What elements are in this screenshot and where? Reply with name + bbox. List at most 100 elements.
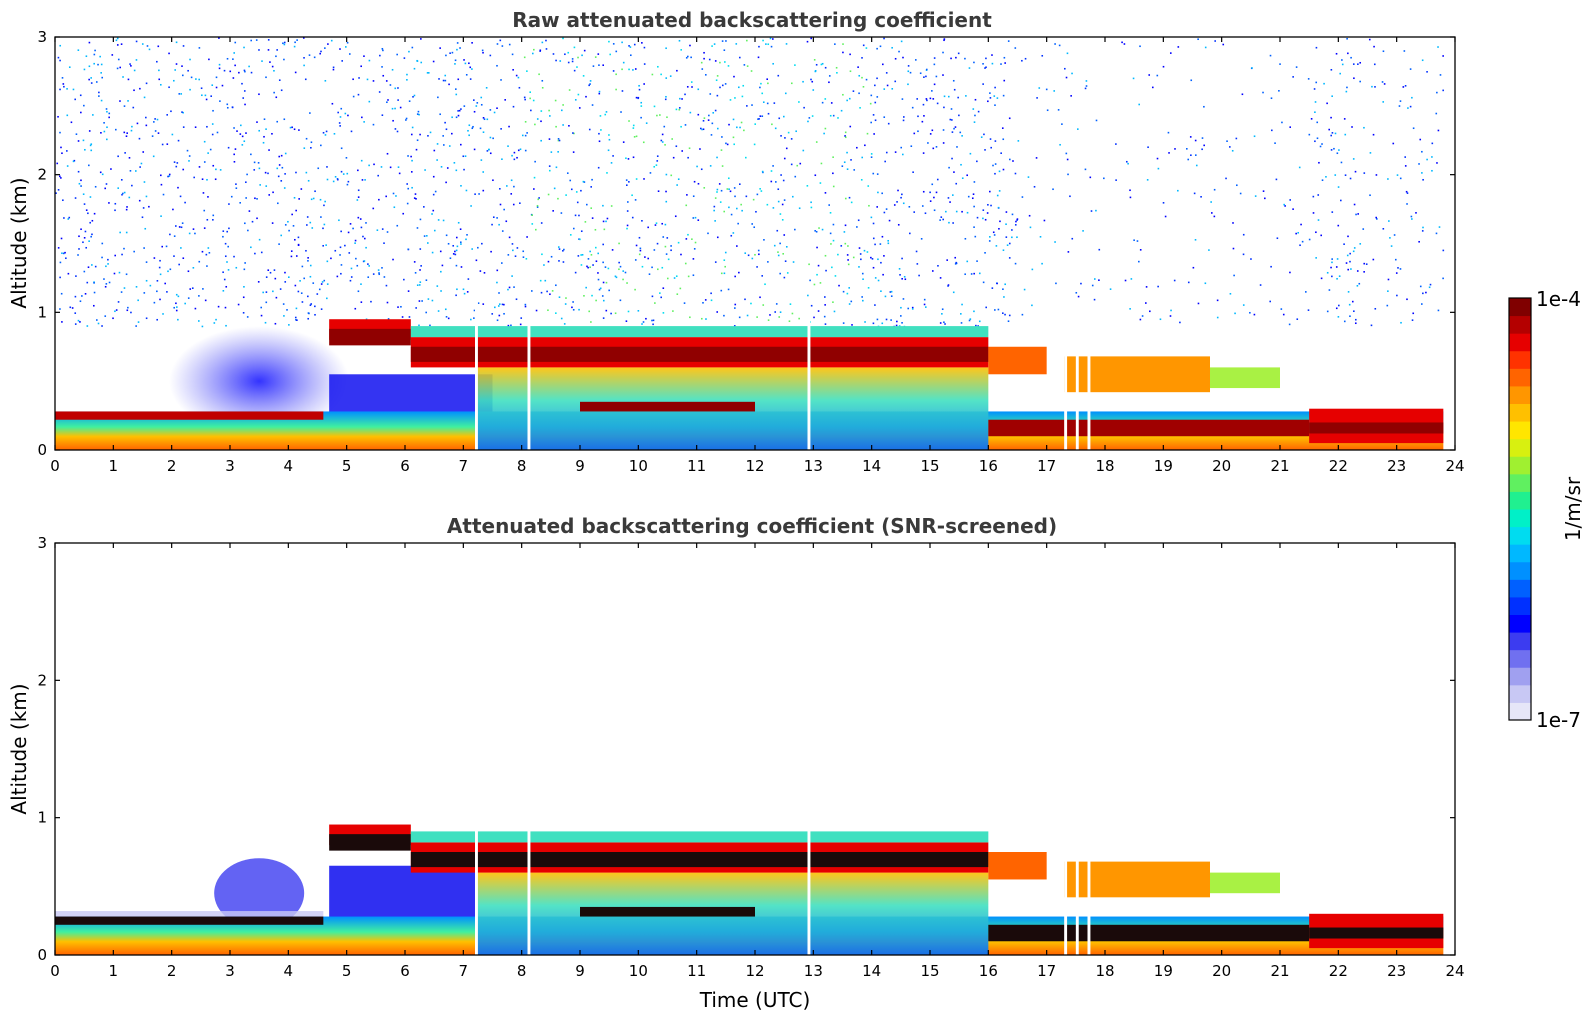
- x-tick-label: 13: [804, 962, 823, 980]
- blue-haze-block: [329, 865, 475, 921]
- y-tick-label: 0: [37, 946, 47, 964]
- data-gap: [1087, 803, 1091, 955]
- x-tick-label: 18: [1095, 457, 1114, 475]
- colorbar-band: [1509, 438, 1531, 457]
- x-tick-label: 11: [687, 962, 706, 980]
- colorbar-band: [1509, 667, 1531, 686]
- x-tick-label: 2: [167, 457, 177, 475]
- low-layer: [988, 924, 1310, 942]
- colorbar-band: [1509, 456, 1531, 475]
- elevated-layer-fringe: [410, 831, 989, 843]
- elevated-layer-core: [329, 834, 411, 851]
- noise-speckle: [55, 37, 1445, 328]
- low-layer: [988, 419, 1310, 437]
- x-tick-label: 4: [284, 962, 294, 980]
- blue-haze: [169, 326, 350, 437]
- x-tick-label: 21: [1270, 457, 1289, 475]
- x-tick-label: 17: [1037, 962, 1056, 980]
- y-tick-label: 0: [37, 441, 47, 459]
- x-tick-label: 11: [687, 457, 706, 475]
- colorbar-band: [1509, 579, 1531, 598]
- x-tick-label: 23: [1387, 457, 1406, 475]
- x-tick-label: 0: [50, 457, 60, 475]
- x-tick-label: 7: [459, 962, 469, 980]
- elevated-layer-core: [410, 346, 989, 362]
- panel-screened-plot-area: [55, 803, 1444, 955]
- early-boundary-layer: [55, 411, 324, 420]
- colorbar-max-label: 1e-4: [1536, 287, 1581, 311]
- panel-screened: Attenuated backscattering coefficient (S…: [7, 514, 1465, 1012]
- x-tick-label: 24: [1445, 962, 1464, 980]
- x-tick-label: 8: [517, 457, 527, 475]
- x-tick-label: 5: [342, 962, 352, 980]
- panel-screened-x-ticks: 0 1 2 3 4 5 6 7 8 9 10 11 12 13 14 15 16 17 18 19 20 21 22 23 24: [50, 543, 1465, 980]
- elevated-layer-core: [410, 852, 989, 868]
- x-tick-label: 15: [920, 962, 939, 980]
- night-layer-core: [1309, 422, 1444, 434]
- x-tick-label: 19: [1154, 457, 1173, 475]
- residual-layer: [1064, 861, 1210, 898]
- x-tick-label: 1: [109, 962, 119, 980]
- colorbar-band: [1509, 544, 1531, 563]
- colorbar-band: [1509, 702, 1531, 721]
- x-tick-label: 22: [1329, 457, 1348, 475]
- x-tick-label: 16: [979, 457, 998, 475]
- panel-screened-title: Attenuated backscattering coefficient (S…: [447, 514, 1057, 538]
- data-gap: [527, 803, 531, 955]
- colorbar-band: [1509, 632, 1531, 651]
- x-tick-label: 7: [459, 457, 469, 475]
- x-tick-label: 23: [1387, 962, 1406, 980]
- colorbar-band: [1509, 421, 1531, 440]
- x-tick-label: 9: [575, 962, 585, 980]
- data-gap: [1075, 803, 1079, 955]
- x-tick-label: 15: [920, 457, 939, 475]
- elevated-layer-fringe: [410, 326, 989, 338]
- data-gap: [1064, 298, 1068, 450]
- colorbar-band: [1509, 298, 1531, 317]
- elevated-layer-core: [329, 328, 411, 346]
- colorbar-band: [1509, 368, 1531, 387]
- x-tick-label: 14: [862, 457, 881, 475]
- x-tick-label: 10: [629, 457, 648, 475]
- y-tick-label: 3: [37, 28, 47, 46]
- data-gap: [807, 298, 811, 450]
- colorbar-band: [1509, 350, 1531, 369]
- x-tick-label: 4: [284, 457, 294, 475]
- data-gap: [1075, 298, 1079, 450]
- data-gap: [475, 298, 478, 450]
- panel-screened-y-ticks: 0 1 2 3: [37, 534, 1455, 964]
- colorbar-band: [1509, 561, 1531, 580]
- x-tick-label: 12: [745, 457, 764, 475]
- data-gap: [807, 803, 811, 955]
- colorbar-band: [1509, 596, 1531, 615]
- x-tick-label: 0: [50, 962, 60, 980]
- x-tick-label: 3: [225, 457, 235, 475]
- panel-raw-plot-area: [55, 37, 1445, 450]
- x-tick-label: 8: [517, 962, 527, 980]
- colorbar-band: [1509, 403, 1531, 422]
- panel-raw-ylabel: Altitude (km): [7, 177, 31, 308]
- colorbar-band: [1509, 614, 1531, 633]
- colorbar: 1e-4 1e-7 1/m/sr: [1508, 287, 1585, 732]
- y-tick-label: 2: [37, 671, 47, 689]
- x-tick-label: 10: [629, 962, 648, 980]
- colorbar-band: [1509, 526, 1531, 545]
- panel-raw: Raw attenuated backscattering coefficien…: [7, 8, 1465, 475]
- x-tick-label: 22: [1329, 962, 1348, 980]
- x-tick-label: 17: [1037, 457, 1056, 475]
- colorbar-bands: [1509, 298, 1531, 721]
- colorbar-frame: [1508, 297, 1532, 721]
- colorbar-band: [1509, 333, 1531, 352]
- x-tick-label: 1: [109, 457, 119, 475]
- x-tick-label: 14: [862, 962, 881, 980]
- residual-patch: [1210, 367, 1280, 389]
- colorbar-band: [1509, 509, 1531, 528]
- data-gap: [1064, 803, 1068, 955]
- x-tick-label: 13: [804, 457, 823, 475]
- sloped-layer: [580, 906, 755, 917]
- x-tick-label: 3: [225, 962, 235, 980]
- x-tick-label: 12: [745, 962, 764, 980]
- panel-raw-y-ticks: 0 1 2 3: [37, 28, 1455, 459]
- early-boundary-layer: [55, 916, 324, 925]
- panel-raw-title: Raw attenuated backscattering coefficien…: [512, 8, 992, 32]
